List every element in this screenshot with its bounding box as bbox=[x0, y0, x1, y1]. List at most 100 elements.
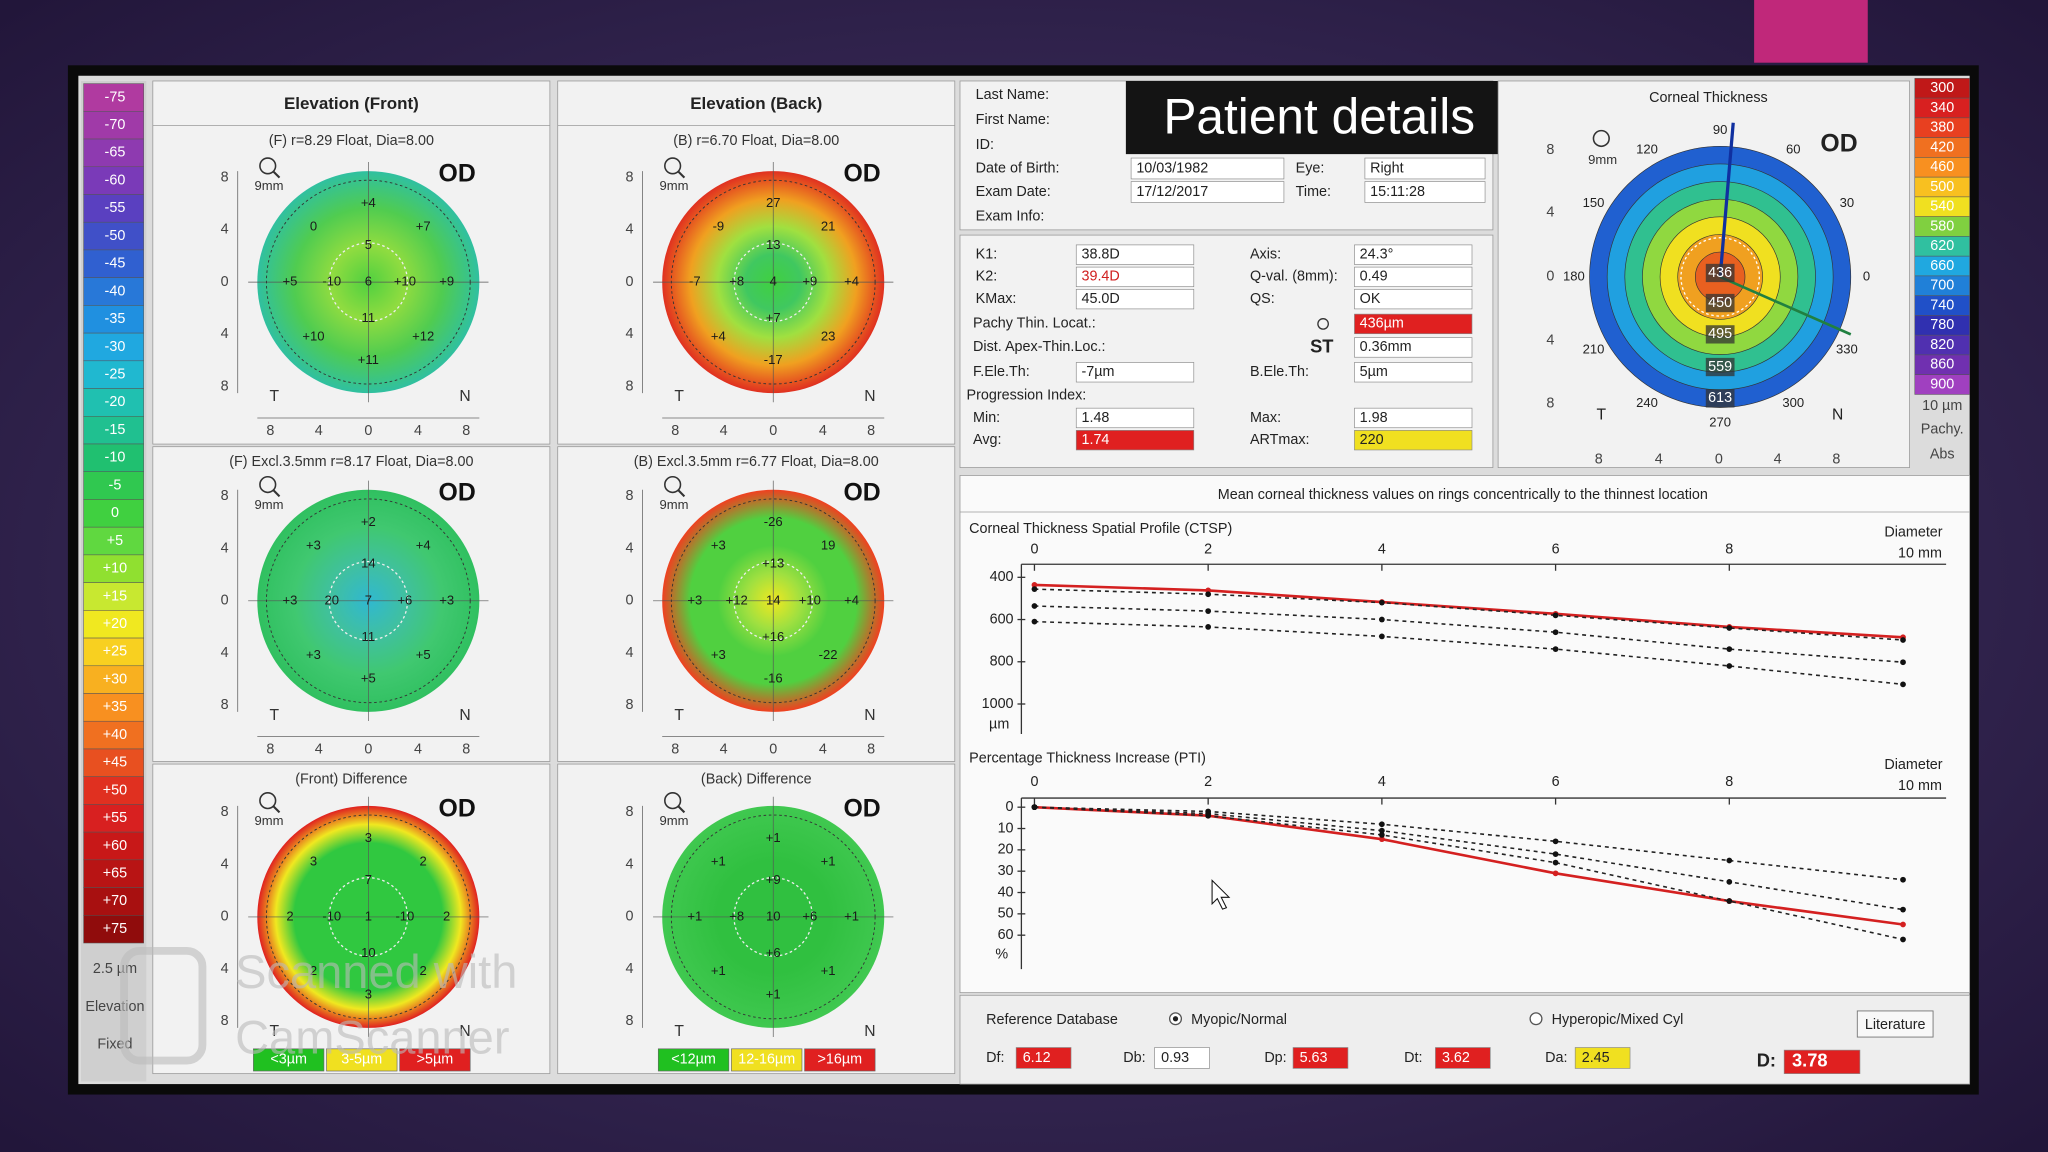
profile-point bbox=[1379, 836, 1385, 843]
scale-label: 860 bbox=[1930, 357, 1954, 373]
map-value: -16 bbox=[764, 671, 783, 686]
profile-line bbox=[1034, 588, 1904, 641]
map-value: +4 bbox=[416, 537, 431, 552]
legend-box bbox=[399, 1048, 471, 1072]
index-label: Dp: bbox=[1264, 1050, 1286, 1066]
profile-point bbox=[1379, 633, 1385, 640]
scale-cell bbox=[83, 804, 144, 833]
temporal-label: T bbox=[269, 388, 279, 405]
measure-label: Q-val. (8mm): bbox=[1250, 269, 1338, 285]
scale-label: +75 bbox=[103, 921, 127, 937]
zoom-label: 9mm bbox=[1588, 152, 1617, 167]
patient-label: Time: bbox=[1296, 184, 1331, 200]
chart-title: Percentage Thickness Increase (PTI) bbox=[969, 751, 1206, 767]
axis-tick-label: 8 bbox=[626, 1013, 634, 1029]
scale-cell bbox=[83, 388, 144, 417]
patient-label: Exam Date: bbox=[976, 184, 1051, 200]
axis-tick-label: 4 bbox=[1546, 333, 1554, 349]
scale-label: +10 bbox=[103, 561, 127, 577]
map-value: +12 bbox=[726, 592, 748, 607]
patient-label: Last Name: bbox=[976, 87, 1049, 103]
axis-tick-label: 4 bbox=[1546, 205, 1554, 221]
zoom-label: 9mm bbox=[255, 497, 284, 512]
scale-label: 540 bbox=[1930, 199, 1954, 215]
map-value: 3 bbox=[365, 987, 372, 1002]
map-value: 19 bbox=[821, 537, 836, 552]
zoom-icon bbox=[259, 475, 277, 494]
scale-label: 500 bbox=[1930, 179, 1954, 195]
axis-tick-label: 8 bbox=[671, 742, 679, 758]
map-value: -10 bbox=[322, 908, 341, 923]
literature-button[interactable] bbox=[1856, 1010, 1934, 1038]
radio-label: Hyperopic/Mixed Cyl bbox=[1552, 1012, 1684, 1028]
measure-label: K2: bbox=[976, 269, 998, 285]
axis-tick-label: 4 bbox=[315, 742, 323, 758]
field-box bbox=[1364, 181, 1486, 203]
axis-tick-label: 4 bbox=[221, 856, 229, 872]
map-value: +9 bbox=[802, 274, 817, 289]
angle-label: 150 bbox=[1583, 195, 1605, 210]
patient-label: Eye: bbox=[1296, 160, 1325, 176]
scale-cell bbox=[83, 776, 144, 805]
axis-tick-label: 0 bbox=[221, 274, 229, 290]
progression-label: ARTmax: bbox=[1250, 432, 1310, 448]
axis-tick-label: 8 bbox=[867, 423, 875, 439]
map-value: +10 bbox=[394, 274, 416, 289]
axis-tick-label: 4 bbox=[221, 326, 229, 342]
button-label: Literature bbox=[1865, 1017, 1926, 1033]
profile-line bbox=[1034, 583, 1904, 639]
zoom-icon bbox=[677, 805, 686, 814]
radio-button[interactable] bbox=[1529, 1012, 1543, 1026]
scale-cell bbox=[83, 277, 144, 306]
axis-tick-label: 4 bbox=[221, 645, 229, 661]
scale-cell bbox=[83, 610, 144, 639]
watermark-logo bbox=[120, 946, 207, 1065]
patient-label: Date of Birth: bbox=[976, 160, 1060, 176]
overlay-title: Patient details bbox=[1163, 88, 1475, 144]
scale-label: 580 bbox=[1930, 218, 1954, 234]
thickness-value: 495 bbox=[1708, 326, 1732, 342]
axis-tick-label: 4 bbox=[414, 742, 422, 758]
scale-cell bbox=[83, 720, 144, 750]
map-value: 2 bbox=[443, 908, 450, 923]
profile-point bbox=[1379, 616, 1385, 623]
map-value: 14 bbox=[361, 556, 376, 571]
profile-line bbox=[1034, 806, 1904, 911]
map-value: +9 bbox=[439, 274, 454, 289]
map-value: 2 bbox=[420, 853, 427, 868]
map-value: 4 bbox=[770, 274, 777, 289]
thickness-value: 436 bbox=[1708, 265, 1732, 281]
angle-label: 120 bbox=[1636, 142, 1658, 157]
eye-label: OD bbox=[439, 795, 476, 822]
scale-label: 900 bbox=[1930, 376, 1954, 392]
y-tick-label: 20 bbox=[998, 842, 1014, 858]
x-tick-label: 8 bbox=[1725, 774, 1733, 790]
map-subtitle: (F) Excl.3.5mm r=8.17 Float, Dia=8.00 bbox=[229, 454, 473, 470]
measure-label: QS: bbox=[1250, 291, 1275, 307]
map-value: +5 bbox=[416, 647, 431, 662]
measure-value: 24.3° bbox=[1360, 246, 1394, 262]
scale-label: +30 bbox=[103, 671, 127, 687]
profile-header: Mean corneal thickness values on rings c… bbox=[1218, 487, 1708, 503]
patient-value: 15:11:28 bbox=[1370, 184, 1425, 200]
profile-point bbox=[1031, 804, 1038, 811]
legend-label: >16µm bbox=[818, 1052, 863, 1068]
map-value: -22 bbox=[819, 647, 838, 662]
map-value: +16 bbox=[762, 629, 784, 644]
x-tick-label: 4 bbox=[1378, 542, 1386, 558]
y-tick-label: 0 bbox=[1006, 799, 1014, 815]
nasal-label: N bbox=[864, 1023, 875, 1040]
map-value: +13 bbox=[762, 556, 784, 571]
axis-tick-label: 4 bbox=[626, 961, 634, 977]
total-box bbox=[1783, 1049, 1861, 1074]
nasal-label: N bbox=[459, 707, 470, 724]
zoom-label: 9mm bbox=[255, 178, 284, 193]
progression-label: Avg: bbox=[973, 432, 1001, 448]
scale-label: -65 bbox=[105, 145, 126, 161]
legend-box bbox=[253, 1048, 325, 1072]
y-tick-label: 50 bbox=[998, 906, 1014, 922]
x-tick-label: 8 bbox=[1725, 542, 1733, 558]
axis-tick-label: 8 bbox=[462, 742, 470, 758]
zone-ring bbox=[265, 179, 471, 385]
progression-value-box bbox=[1075, 430, 1195, 451]
